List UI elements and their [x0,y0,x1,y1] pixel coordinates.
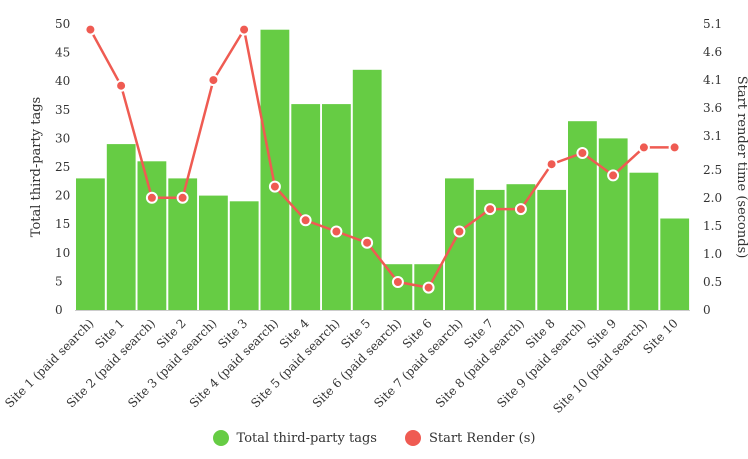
start-render-point [299,214,312,227]
start-render-point [484,203,497,216]
start-render-point [145,191,158,204]
start-render-point [176,191,189,204]
legend-item-tags[interactable]: Total third-party tags [212,430,377,446]
start-render-point [637,141,650,154]
y-tick-label: 45 [55,46,70,60]
start-render-point [391,276,404,288]
start-render-point [115,79,128,92]
bar [199,195,228,310]
bar [291,104,321,310]
y2-tick-label: 3.1 [703,129,722,143]
y2-tick-label: 1.5 [703,219,722,233]
start-render-point [607,169,620,182]
legend-item-start-render[interactable]: Start Render (s) [404,430,536,446]
start-render-point [576,147,589,159]
y2-tick-label: 5.1 [703,17,722,31]
y2-tick-label: 4.6 [703,45,722,59]
y-tick-label: 35 [55,103,70,117]
y-tick-label: 40 [55,74,70,88]
y2-tick-label: 2.5 [703,163,722,177]
y2-tick-label: 4.1 [703,73,722,87]
y2-tick-label: 3.6 [703,101,722,115]
bar [229,201,259,310]
start-render-point [330,225,343,238]
legend-swatch-start-render [404,430,421,446]
bar [506,184,536,310]
bar [322,104,351,310]
bar [352,69,382,310]
y-tick-label: 10 [55,246,70,260]
legend-swatch-tags [212,430,229,446]
start-render-point [422,281,435,294]
legend-label-start-render: Start Render (s) [428,430,536,446]
x-tick-label: Site 10 [640,316,680,356]
y-tick-label: 15 [55,217,70,231]
legend: Total third-party tags Start Render (s) [0,430,748,446]
y2-tick-label: 0.5 [703,275,722,289]
y2-axis-title: Start render time (seconds) [734,76,748,259]
start-render-point [268,180,281,193]
y-axis-title: Total third-party tags [29,97,44,237]
y2-tick-label: 2.0 [703,191,722,205]
y-tick-label: 50 [55,17,70,31]
bar [260,29,290,310]
bar [76,178,105,310]
start-render-point [84,23,97,36]
start-render-point [453,225,466,238]
y-tick-label: 20 [55,189,70,203]
y-tick-label: 0 [55,303,63,317]
bar [537,189,567,310]
start-render-point [514,203,527,216]
bar [660,218,690,310]
start-render-point [545,158,558,171]
bar [629,172,659,310]
bar [137,161,167,310]
y2-tick-label: 0 [703,303,711,317]
y-tick-label: 5 [55,274,63,288]
start-render-point [238,23,251,36]
start-render-point [361,236,374,249]
start-render-point [207,74,220,87]
chart: 0 5 10 15 20 25 30 35 40 45 50 0 0.5 1.0 1.5 2.0 2.5 3.1 3… [2,17,748,416]
start-render-point [668,141,681,154]
y-tick-label: 25 [55,160,70,174]
bar [598,138,628,310]
y2-tick-label: 1.0 [703,247,722,261]
bar [106,144,136,310]
y-tick-label: 30 [55,131,70,145]
legend-label-tags: Total third-party tags [236,430,377,446]
bar [445,178,474,310]
